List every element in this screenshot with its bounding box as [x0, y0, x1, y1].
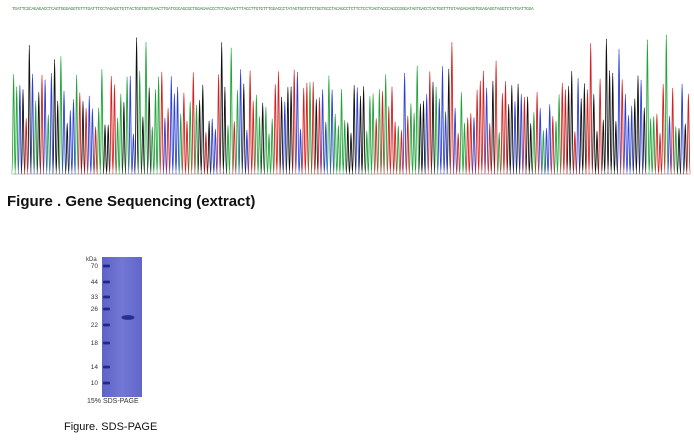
trace-a — [11, 34, 679, 175]
marker-band-26 — [103, 307, 110, 311]
kda-unit-label: kDa — [86, 257, 97, 263]
protein-band — [121, 315, 135, 320]
marker-label-26: 26 — [91, 306, 99, 313]
marker-ladder: 70 44 33 26 22 18 14 10 — [91, 263, 110, 387]
marker-band-14 — [103, 365, 110, 369]
marker-label-18: 18 — [91, 340, 99, 347]
marker-label-22: 22 — [91, 322, 99, 329]
sds-page-caption: Figure. SDS-PAGE — [64, 421, 158, 433]
marker-band-18 — [103, 341, 110, 345]
marker-band-70 — [103, 264, 110, 268]
marker-label-70: 70 — [91, 263, 99, 270]
marker-label-33: 33 — [91, 294, 99, 301]
trace-g — [20, 37, 688, 175]
chromatogram-trace — [11, 34, 691, 175]
sds-page-gel: kDa 70 44 33 26 22 18 14 10 15% SDS-PAGE — [75, 252, 165, 412]
marker-band-22 — [103, 323, 110, 327]
gel-lane-background — [102, 257, 142, 397]
gel-footer-label: 15% SDS-PAGE — [87, 398, 139, 405]
trace-t — [23, 41, 691, 175]
marker-band-10 — [103, 381, 110, 385]
marker-label-10: 10 — [91, 380, 99, 387]
sequence-read: TGATTCGCAGAGACCTCAGTGGGAGGTGTTTGATTTCCTA… — [12, 7, 534, 12]
marker-band-33 — [103, 295, 110, 299]
gene-sequencing-caption: Figure . Gene Sequencing (extract) — [7, 193, 256, 210]
marker-band-44 — [103, 280, 110, 284]
marker-label-14: 14 — [91, 364, 99, 371]
trace-c — [17, 48, 685, 175]
marker-label-44: 44 — [91, 279, 99, 286]
gel-image: kDa 70 44 33 26 22 18 14 10 — [86, 257, 142, 397]
